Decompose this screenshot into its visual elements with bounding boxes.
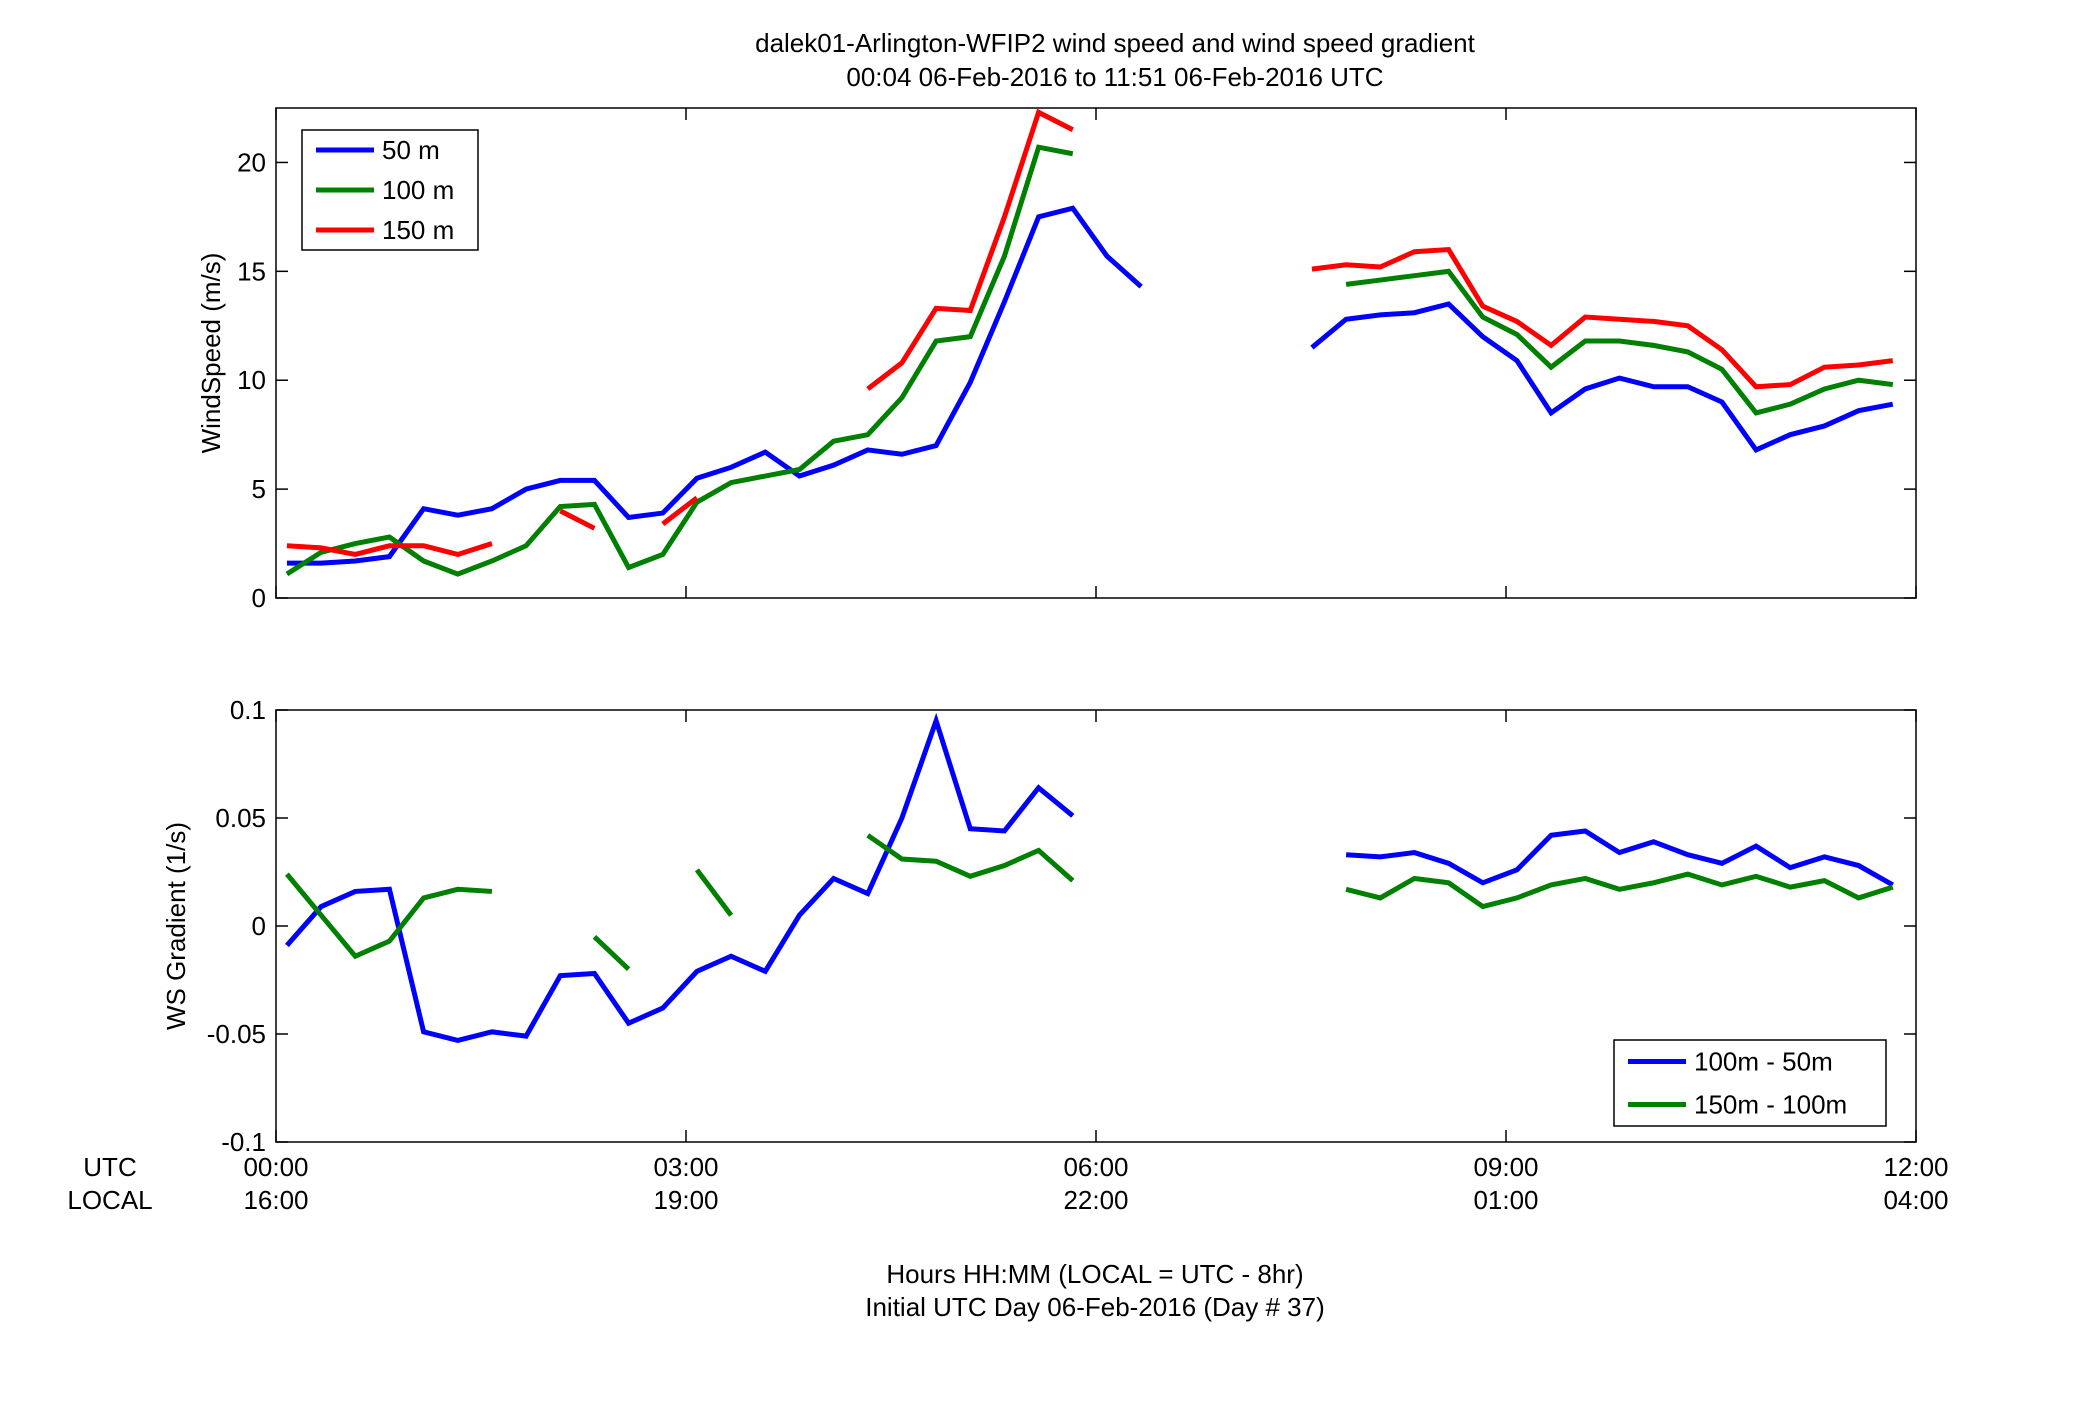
y-tick-label: 0 bbox=[252, 583, 266, 613]
series-line-segment bbox=[661, 495, 699, 526]
x-tick-label-local: 01:00 bbox=[1473, 1185, 1538, 1215]
y-tick-label: 0 bbox=[252, 911, 266, 941]
x-tick-label-local: 16:00 bbox=[243, 1185, 308, 1215]
y-tick-label: 20 bbox=[237, 147, 266, 177]
series-line-segment bbox=[866, 833, 1075, 883]
windspeed-panel: 0 5 10 15 20 WindSpeed (m/s) 50 m 100 m 150 m bbox=[196, 107, 1917, 613]
x-tick-label-local: 19:00 bbox=[653, 1185, 718, 1215]
series-line-segment bbox=[285, 872, 493, 960]
legend-entry: 50 m bbox=[382, 135, 440, 165]
y-tick-label: -0.05 bbox=[207, 1019, 266, 1049]
y-axis-label: WindSpeed (m/s) bbox=[196, 253, 226, 454]
legend-entry: 150 m bbox=[382, 215, 454, 245]
series-windspeed-2 bbox=[286, 108, 1894, 558]
y-tick-label: 15 bbox=[237, 256, 266, 286]
utc-row-label: UTC bbox=[83, 1152, 136, 1182]
series-gradient-0 bbox=[285, 712, 1895, 1044]
x-axis-label-line2: Initial UTC Day 06-Feb-2016 (Day # 37) bbox=[865, 1292, 1325, 1322]
y-axis-label: WS Gradient (1/s) bbox=[161, 822, 191, 1030]
series-line-segment bbox=[1345, 828, 1895, 888]
series-line-segment bbox=[866, 108, 1074, 391]
legend-entry: 100 m bbox=[382, 175, 454, 205]
x-tick-label-utc: 00:00 bbox=[243, 1152, 308, 1182]
legend: 100m - 50m 150m - 100m bbox=[1613, 1039, 1887, 1127]
plot-area-frame bbox=[275, 107, 1917, 599]
y-tick-label: 0.05 bbox=[215, 803, 266, 833]
y-tick-label: 5 bbox=[252, 474, 266, 504]
legend-entry: 100m - 50m bbox=[1694, 1047, 1833, 1077]
series-line-segment bbox=[285, 712, 1075, 1044]
x-tick-label-utc: 09:00 bbox=[1473, 1152, 1538, 1182]
series-line-segment bbox=[1345, 268, 1894, 416]
series-line-segment bbox=[1311, 246, 1894, 390]
legend: 50 m 100 m 150 m bbox=[301, 129, 479, 251]
series-line-segment bbox=[694, 868, 734, 917]
series-line-segment bbox=[286, 541, 493, 558]
series-line-segment bbox=[592, 934, 631, 972]
chart-title-line1: dalek01-Arlington-WFIP2 wind speed and w… bbox=[755, 28, 1476, 58]
x-tick-label-utc: 06:00 bbox=[1063, 1152, 1128, 1182]
series-line-segment bbox=[1310, 301, 1894, 454]
y-tick-label: 10 bbox=[237, 365, 266, 395]
x-tick-label-local: 22:00 bbox=[1063, 1185, 1128, 1215]
y-tick-label: 0.1 bbox=[230, 695, 266, 725]
x-tick-label-utc: 12:00 bbox=[1883, 1152, 1948, 1182]
legend-box bbox=[1613, 1039, 1887, 1127]
x-axis-label-line1: Hours HH:MM (LOCAL = UTC - 8hr) bbox=[886, 1259, 1303, 1289]
local-row-label: LOCAL bbox=[67, 1185, 152, 1215]
series-line-segment bbox=[286, 205, 1143, 566]
series-windspeed-0 bbox=[286, 205, 1894, 566]
x-tick-label-utc: 03:00 bbox=[653, 1152, 718, 1182]
series-line-segment bbox=[285, 144, 1074, 577]
legend-entry: 150m - 100m bbox=[1694, 1090, 1847, 1120]
series-line-segment bbox=[559, 508, 596, 531]
x-tick-label-local: 04:00 bbox=[1883, 1185, 1948, 1215]
series-gradient-1 bbox=[285, 833, 1894, 972]
y-tick-label: -0.1 bbox=[221, 1127, 266, 1157]
series-line-segment bbox=[1345, 871, 1894, 910]
series-windspeed-1 bbox=[285, 144, 1894, 577]
chart-title-line2: 00:04 06-Feb-2016 to 11:51 06-Feb-2016 U… bbox=[846, 62, 1383, 92]
gradient-panel: -0.1 -0.05 0 0.05 0.1 WS Gradient (1/s) 100m -… bbox=[161, 695, 1917, 1157]
